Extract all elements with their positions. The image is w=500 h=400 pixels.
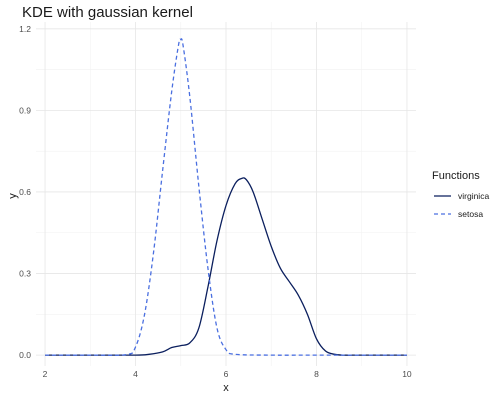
axis-ticks: 2 4 6 8 10 0.0 0.3 0.6 0.9 1.2 (19, 24, 412, 379)
x-axis-label: x (223, 382, 229, 394)
y-tick-label: 0.9 (19, 105, 31, 115)
legend-label-setosa: setosa (458, 209, 483, 219)
legend-label-virginica: virginica (458, 191, 489, 201)
y-tick-label: 0.6 (19, 187, 31, 197)
legend-title: Functions (432, 170, 480, 182)
x-tick-label: 10 (402, 369, 412, 379)
y-tick-label: 1.2 (19, 24, 31, 34)
y-tick-label: 0.3 (19, 269, 31, 279)
legend: Functions virginica setosa (432, 170, 489, 219)
x-tick-label: 6 (224, 369, 229, 379)
series-layer (45, 38, 407, 356)
series-line-setosa (45, 38, 407, 356)
series-line-virginica (45, 177, 407, 356)
legend-items: virginica setosa (434, 191, 489, 219)
y-tick-label: 0.0 (19, 350, 31, 360)
y-axis-label: y (7, 193, 19, 199)
chart-title: KDE with gaussian kernel (22, 4, 193, 21)
x-tick-label: 2 (43, 369, 48, 379)
x-tick-label: 4 (133, 369, 138, 379)
x-tick-label: 8 (314, 369, 319, 379)
